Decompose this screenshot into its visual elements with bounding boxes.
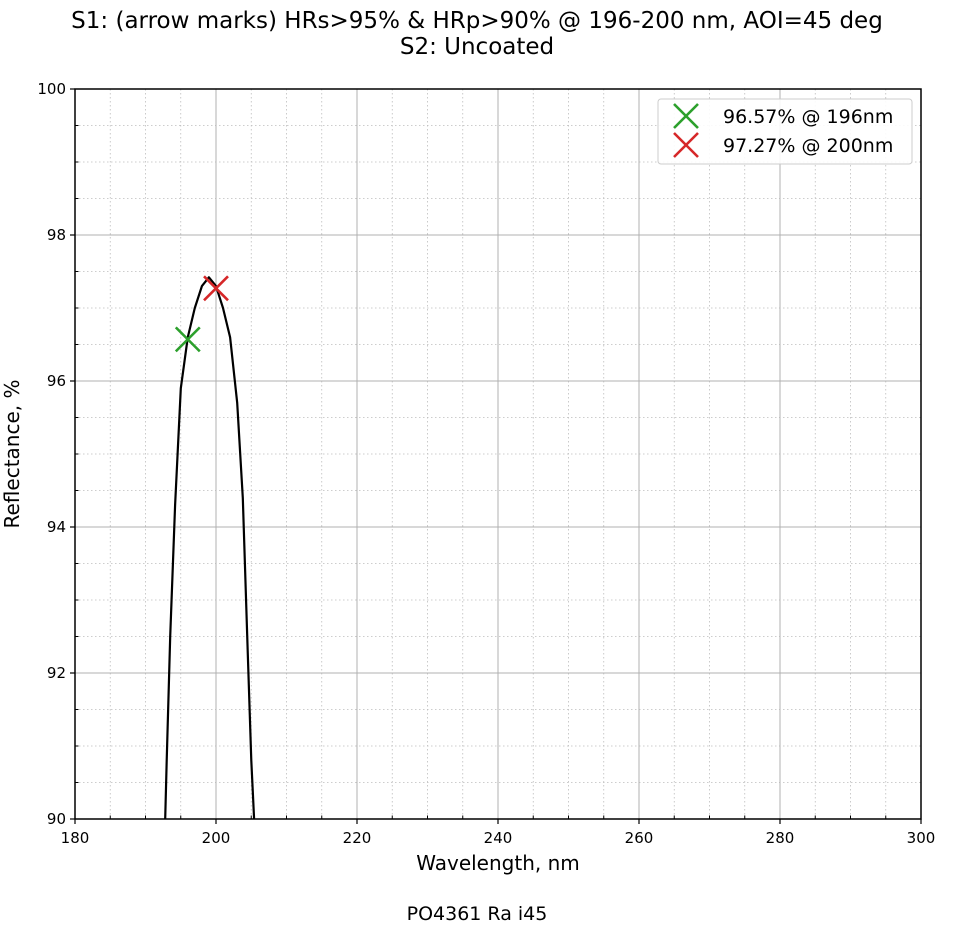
data-marker-stroke-b — [174, 326, 201, 353]
data-marker-stroke-b — [203, 275, 229, 302]
x-tick-label: 220 — [343, 829, 372, 847]
series-line — [164, 276, 256, 820]
legend-label: 96.57% @ 196nm — [723, 106, 893, 128]
data-marker — [203, 275, 229, 302]
legend-box — [657, 98, 913, 165]
grid — [74, 88, 922, 820]
legend-marker — [673, 103, 699, 129]
plot-area — [164, 275, 256, 820]
x-tick-label: 260 — [625, 829, 654, 847]
footer-label: PO4361 Ra i45 — [406, 903, 548, 925]
chart-title-line2: S2: Uncoated — [399, 34, 555, 60]
data-marker — [174, 326, 201, 353]
y-tick-label: 96 — [47, 372, 66, 390]
y-tick-label: 100 — [37, 80, 66, 98]
y-tick-label: 98 — [47, 226, 66, 244]
x-tick-label: 300 — [907, 829, 936, 847]
x-tick-label: 180 — [61, 829, 90, 847]
y-tick-label: 94 — [47, 518, 66, 536]
legend-label: 97.27% @ 200nm — [723, 135, 893, 157]
chart-title-line1: S1: (arrow marks) HRs>95% & HRp>90% @ 19… — [71, 8, 883, 34]
y-tick-label: 90 — [47, 810, 66, 828]
x-axis-label: Wavelength, nm — [416, 851, 580, 875]
x-tick-label: 280 — [766, 829, 795, 847]
plot-frame — [74, 88, 922, 820]
legend: 96.57% @ 196nm 97.27% @ 200nm — [657, 98, 913, 165]
y-axis-label: Reflectance, % — [0, 380, 24, 529]
legend-marker — [673, 132, 699, 158]
axis-ticks: 180 200 220 240 260 280 300 90 92 94 96 98 100 — [37, 80, 935, 847]
y-tick-label: 92 — [47, 664, 66, 682]
x-tick-label: 200 — [202, 829, 231, 847]
legend-marker-stroke-b — [673, 103, 699, 129]
legend-marker-stroke-b — [673, 132, 699, 158]
x-tick-label: 240 — [484, 829, 513, 847]
